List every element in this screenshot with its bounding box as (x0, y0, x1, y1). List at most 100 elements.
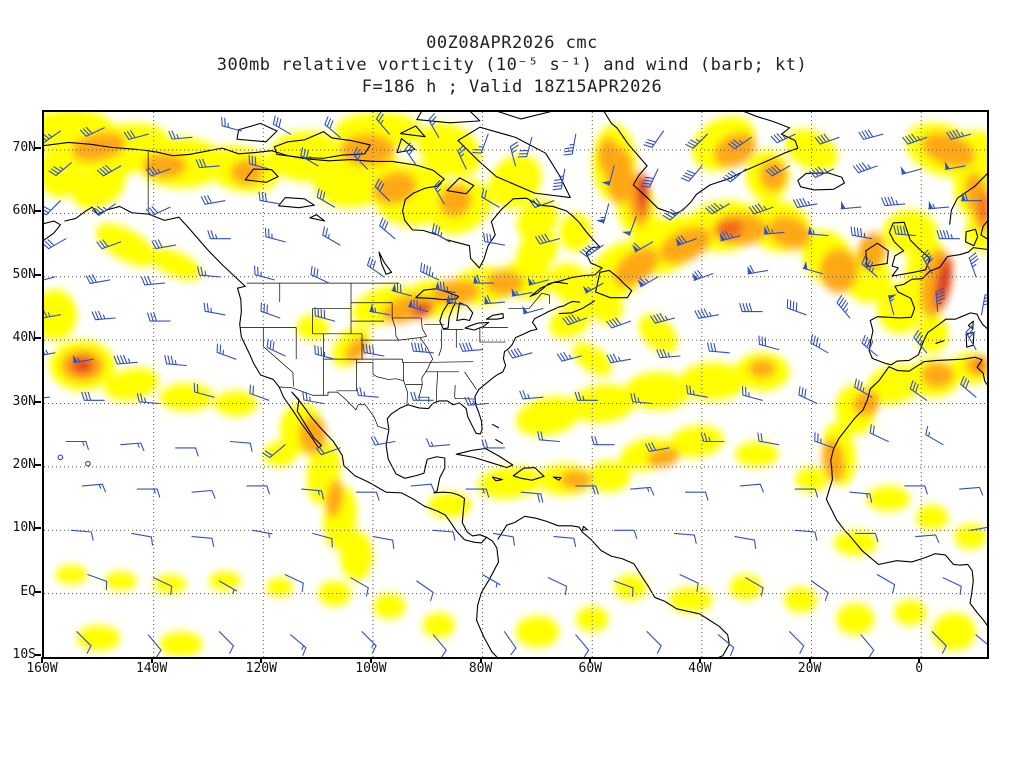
barb-staff (481, 439, 506, 449)
wind-barb (814, 432, 835, 449)
wind-barb (76, 631, 92, 654)
wind-barb (70, 529, 94, 541)
barb-staff (606, 353, 632, 364)
barb-staff (640, 168, 659, 188)
wind-barb (258, 191, 281, 205)
wind-barb (935, 287, 946, 313)
barb-staff (852, 162, 878, 174)
vorticity-contour (857, 232, 886, 271)
barb-staff (717, 634, 735, 656)
wind-barb (507, 347, 533, 359)
barb-staff (965, 325, 977, 351)
vorticity-contour (669, 425, 724, 458)
barb-staff (426, 438, 451, 447)
wind-barb (679, 574, 699, 592)
wind-barb (758, 335, 780, 351)
barb-staff (876, 574, 896, 594)
barb-staff (644, 442, 670, 452)
wind-barb (85, 274, 111, 284)
wind-barb (662, 206, 687, 221)
barb-pennant (408, 298, 413, 308)
wind-barb (218, 631, 235, 654)
barb-staff (136, 488, 161, 498)
wind-barb (87, 574, 108, 591)
barb-staff (673, 532, 697, 544)
lat-tick-mark (35, 654, 41, 656)
vorticity-contour (715, 219, 743, 239)
wind-barb (44, 396, 51, 399)
vorticity-contour (647, 447, 680, 468)
barb-staff (809, 166, 835, 179)
barb-staff (810, 334, 829, 354)
wind-barb (481, 188, 500, 208)
vorticity-contour (213, 390, 258, 417)
vorticity-contour (893, 599, 927, 626)
lat-tick-mark (35, 400, 41, 403)
barb-staff (312, 532, 333, 548)
wind-barb (44, 238, 67, 250)
wind-barb (481, 439, 506, 449)
wind-barb (324, 116, 341, 138)
barb-staff (411, 342, 434, 354)
barb-staff (722, 168, 747, 183)
wind-barb (613, 580, 634, 597)
barb-pennant (764, 226, 769, 235)
barb-pennant (392, 283, 397, 292)
wind-barb (537, 431, 560, 443)
barb-staff (197, 266, 220, 278)
wind-barb (301, 488, 324, 500)
barb-staff (519, 390, 544, 400)
lat-tick-mark (35, 590, 41, 593)
vorticity-contour (44, 146, 83, 198)
wind-barb (369, 303, 390, 316)
wind-barb (314, 306, 336, 322)
wind-barb (529, 198, 555, 209)
barb-staff (547, 577, 568, 596)
lat-tick-label: 20N (12, 456, 36, 472)
wind-barb (915, 534, 940, 544)
wind-barb (434, 281, 456, 294)
barb-staff (44, 130, 61, 144)
barb-staff (537, 431, 560, 443)
coastline-south-america (498, 516, 729, 657)
barb-staff (272, 115, 292, 135)
barb-pennant (803, 260, 808, 270)
wind-barb (218, 580, 238, 595)
wind-barb (361, 631, 377, 654)
wind-barb (849, 491, 873, 503)
wind-barbs (44, 112, 987, 657)
barb-pennant (511, 288, 517, 297)
vorticity-contour (638, 314, 678, 354)
wind-barb (858, 129, 884, 140)
barb-staff (258, 191, 281, 205)
barb-staff (628, 216, 637, 236)
barb-staff (147, 312, 171, 322)
vorticity-contour (669, 587, 713, 613)
barb-staff (770, 133, 796, 144)
wind-barb (136, 488, 161, 498)
wind-barb (432, 634, 447, 657)
wind-barb (527, 277, 549, 286)
wind-barb (266, 338, 286, 357)
wind-barb (136, 393, 160, 405)
barb-staff (315, 446, 341, 456)
vorticity-contour (104, 571, 138, 591)
wind-barb (854, 532, 879, 542)
coastline-arctic-islands (237, 112, 570, 198)
wind-barb (622, 216, 637, 236)
barb-staff (175, 447, 199, 457)
barb-staff (575, 634, 590, 657)
barb-staff (44, 396, 51, 399)
calm-wind-icon (85, 460, 91, 467)
barb-staff (432, 529, 456, 541)
barb-pennant (632, 244, 640, 252)
lon-tick-mark (479, 657, 482, 663)
wind-barb (936, 230, 961, 240)
barb-staff (324, 116, 341, 138)
barb-staff (662, 206, 687, 221)
barb-staff (881, 196, 906, 207)
lon-tick-label: 160W (26, 661, 58, 676)
barb-staff (420, 262, 440, 281)
lat-tick-mark (35, 337, 41, 340)
wind-barb (960, 376, 977, 398)
